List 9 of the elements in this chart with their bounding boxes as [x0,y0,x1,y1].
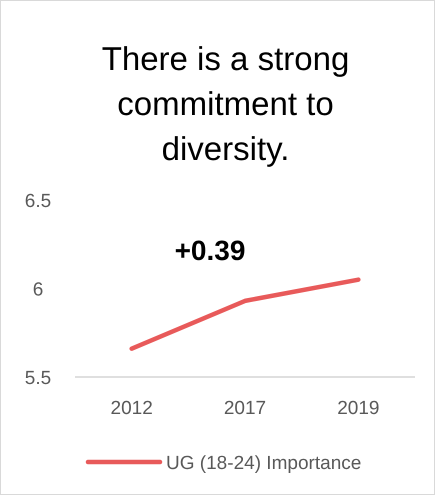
y-tick-label: 6.5 [24,191,52,212]
annotation: +0.39 [174,235,246,266]
y-tick-label: 6 [32,280,44,300]
x-tick-label: 2017 [224,398,266,419]
chart-title: There is a strong commitment to diversity. [102,40,350,167]
x-tick-label: 2019 [337,398,380,419]
x-tick-label: 2012 [110,398,153,419]
y-tick-label: 5.5 [24,368,52,389]
legend-label: UG (18-24) Importance [166,453,362,474]
